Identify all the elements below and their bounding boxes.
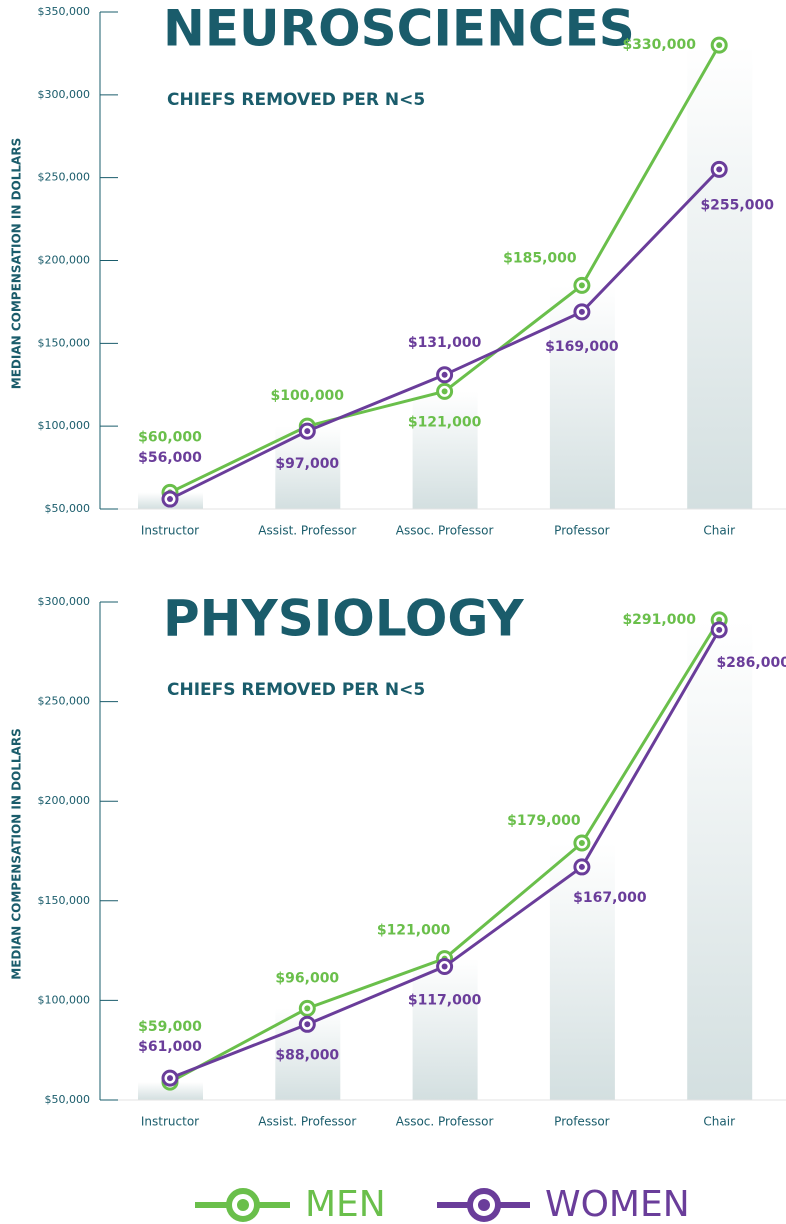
- point-dot: [304, 428, 311, 435]
- data-label: $169,000: [545, 339, 619, 355]
- data-label: $121,000: [377, 923, 451, 939]
- background-bar: [687, 619, 753, 1100]
- chart-subtitle: CHIEFS REMOVED PER N<5: [167, 90, 425, 110]
- background-bar: [549, 843, 615, 1100]
- data-label: $131,000: [408, 335, 482, 351]
- y-tick-label: $100,000: [38, 993, 91, 1006]
- background-bar: [412, 391, 478, 509]
- x-tick-label: Professor: [554, 524, 609, 538]
- point-dot: [716, 42, 723, 49]
- background-bar: [138, 1082, 203, 1100]
- data-label: $121,000: [408, 414, 482, 430]
- data-label: $100,000: [271, 388, 345, 404]
- point-dot: [167, 1075, 173, 1082]
- point-dot: [578, 840, 585, 847]
- point-dot: [304, 1021, 311, 1028]
- point-dot: [441, 388, 448, 395]
- y-axis-label: MEDIAN COMPENSATION IN DOLLARS: [10, 728, 24, 979]
- y-tick-label: $100,000: [38, 419, 91, 432]
- data-label: $97,000: [275, 456, 339, 472]
- data-label: $60,000: [138, 429, 202, 445]
- x-tick-label: Assoc. Professor: [396, 1115, 494, 1129]
- x-tick-label: Assist. Professor: [258, 1115, 356, 1129]
- y-tick-label: $250,000: [38, 695, 91, 708]
- chart-title: PHYSIOLOGY: [163, 590, 524, 648]
- x-tick-label: Assoc. Professor: [396, 524, 494, 538]
- legend-label: WOMEN: [545, 1184, 690, 1224]
- y-tick-label: $150,000: [38, 894, 91, 907]
- y-tick-label: $300,000: [38, 595, 91, 608]
- y-tick-label: $50,000: [45, 502, 91, 515]
- data-label: $286,000: [716, 655, 786, 671]
- background-bar: [687, 45, 753, 510]
- data-label: $56,000: [138, 450, 202, 466]
- y-tick-label: $200,000: [38, 254, 91, 267]
- point-dot: [167, 496, 173, 503]
- data-label: $330,000: [622, 37, 696, 53]
- point-dot: [716, 626, 723, 633]
- point-dot: [716, 166, 723, 173]
- data-label: $179,000: [507, 813, 581, 829]
- y-tick-label: $300,000: [38, 88, 91, 101]
- point-dot: [441, 963, 448, 970]
- chart-title: NEUROSCIENCES: [163, 0, 635, 58]
- y-tick-label: $50,000: [45, 1093, 91, 1106]
- point-dot: [304, 1005, 311, 1012]
- data-label: $167,000: [573, 890, 647, 906]
- y-tick-label: $200,000: [38, 794, 91, 807]
- x-tick-label: Instructor: [141, 1115, 199, 1129]
- data-label: $185,000: [503, 250, 577, 266]
- point-dot: [578, 308, 585, 315]
- x-tick-label: Professor: [554, 1115, 609, 1129]
- point-dot: [578, 863, 585, 870]
- data-label: $96,000: [275, 970, 339, 986]
- background-bar: [412, 958, 478, 1100]
- chart-subtitle: CHIEFS REMOVED PER N<5: [167, 680, 425, 700]
- data-label: $59,000: [138, 1019, 202, 1035]
- data-label: $88,000: [275, 1047, 339, 1063]
- x-tick-label: Instructor: [141, 524, 199, 538]
- y-tick-label: $150,000: [38, 336, 91, 349]
- point-dot: [578, 282, 585, 289]
- x-tick-label: Chair: [703, 524, 735, 538]
- point-dot: [716, 616, 723, 623]
- y-axis-label: MEDIAN COMPENSATION IN DOLLARS: [10, 138, 24, 389]
- data-label: $117,000: [408, 993, 482, 1009]
- x-tick-label: Assist. Professor: [258, 524, 356, 538]
- point-dot: [441, 371, 448, 378]
- legend-label: MEN: [305, 1184, 386, 1224]
- y-tick-label: $350,000: [38, 5, 91, 18]
- data-label: $255,000: [700, 197, 774, 213]
- legend-marker: [237, 1199, 249, 1211]
- legend: MEN WOMEN: [195, 1184, 690, 1224]
- y-tick-label: $250,000: [38, 171, 91, 184]
- legend-marker: [478, 1199, 490, 1211]
- x-tick-label: Chair: [703, 1115, 735, 1129]
- data-label: $61,000: [138, 1039, 202, 1055]
- data-label: $291,000: [622, 612, 696, 628]
